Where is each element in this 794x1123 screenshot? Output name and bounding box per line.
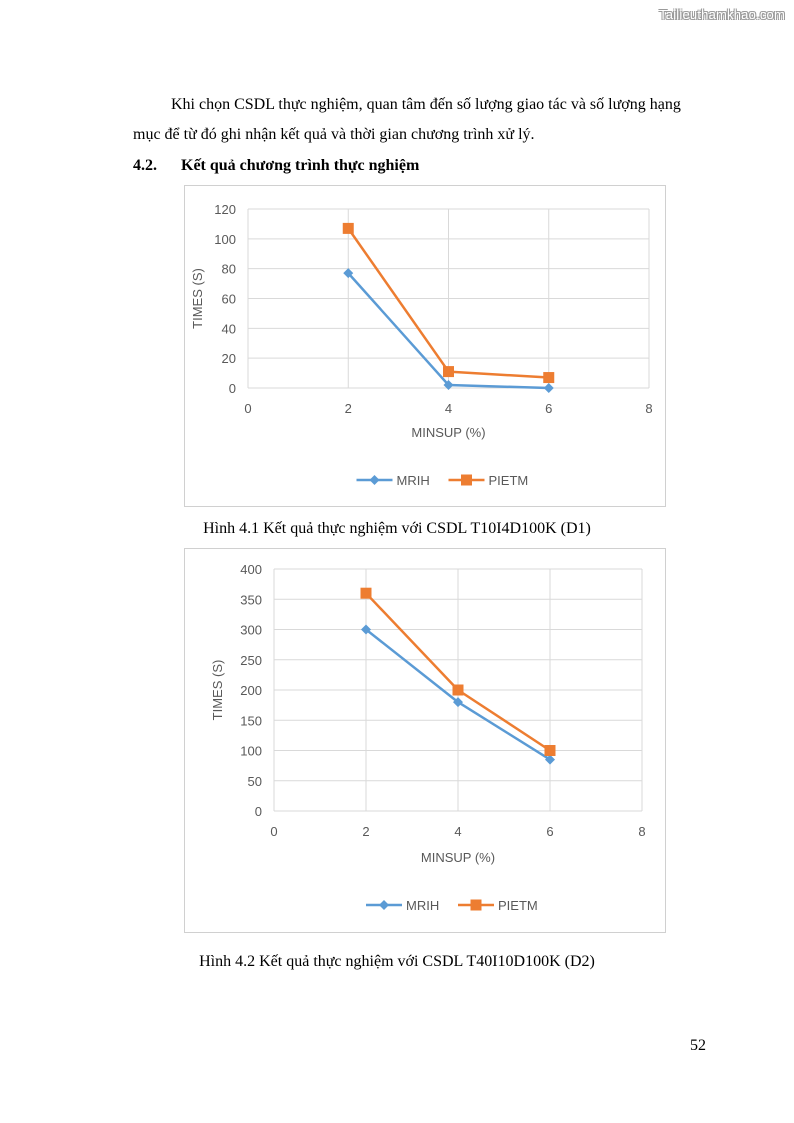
legend-pietm-marker (470, 899, 482, 911)
legend-mrih-marker (369, 475, 380, 485)
chart-figure-1: 0 20 40 60 80 100 120 0 2 4 6 8 MINSUP (%) TIMES (S) M… (184, 185, 666, 507)
chart-2-x-axis-title: MINSUP (%) (421, 850, 495, 865)
chart-2-ytick-label: 150 (240, 713, 262, 728)
paragraph-text-1: Khi chọn CSDL thực nghiệm, quan tâm đến … (171, 96, 681, 113)
legend-mrih-marker (379, 900, 389, 910)
legend-pietm-label: PIETM (498, 898, 538, 913)
chart-2-series-pietm-point (452, 684, 464, 696)
section-number: 4.2. (133, 157, 157, 174)
chart-2-svg: 0 50 100 150 200 250 300 350 400 0 2 4 6 8 MINSUP (%) T… (210, 562, 646, 913)
chart-2-xtick-label: 6 (546, 824, 553, 839)
legend-mrih-label: MRIH (406, 898, 439, 913)
chart-2-xtick-label: 2 (362, 824, 369, 839)
page-number: 52 (690, 1037, 706, 1054)
chart-2-ytick-label: 50 (248, 774, 262, 789)
figure-2-caption: Hình 4.2 Kết quả thực nghiệm với CSDL T4… (199, 953, 595, 970)
paragraph-line-2: mục để từ đó ghi nhận kết quả và thời gi… (133, 120, 719, 150)
chart-2-series-mrih-point (361, 624, 371, 635)
chart-1-x-axis-title: MINSUP (%) (411, 425, 485, 440)
chart-2-series-pietm-point (544, 745, 556, 756)
section-title: Kết quả chương trình thực nghiệm (181, 157, 420, 174)
chart-1-series-mrih-point (543, 383, 554, 393)
chart-1-series-mrih-point (443, 380, 454, 391)
chart-1-ytick-label: 0 (229, 381, 236, 396)
chart-2-ytick-label: 250 (240, 653, 262, 668)
chart-1-ytick-label: 40 (222, 321, 236, 336)
chart-2-ytick-label: 350 (240, 592, 262, 607)
figure-1-caption: Hình 4.1 Kết quả thực nghiệm với CSDL T1… (203, 520, 591, 537)
chart-2-series-mrih-point (545, 754, 555, 765)
chart-1-series-pietm-point (342, 222, 354, 234)
chart-2-ytick-label: 300 (240, 623, 262, 638)
chart-2-xtick-label: 8 (638, 824, 645, 839)
chart-1-y-axis-title: TIMES (S) (190, 268, 205, 329)
chart-1-series-pietm-point (543, 372, 555, 384)
chart-figure-2: 0 50 100 150 200 250 300 350 400 0 2 4 6 8 MINSUP (%) T… (184, 548, 666, 933)
watermark: Tailieuthamkhao.com (659, 7, 785, 22)
chart-2-series-mrih-point (453, 697, 463, 708)
chart-2-ytick-label: 400 (240, 562, 262, 577)
chart-1-xtick-label: 2 (345, 401, 352, 416)
chart-1-ytick-label: 60 (222, 292, 236, 307)
chart-2-xtick-label: 4 (454, 824, 461, 839)
chart-1-series-pietm-point (443, 366, 454, 378)
chart-1-ytick-label: 100 (214, 232, 236, 247)
chart-2-ytick-label: 100 (240, 744, 262, 759)
legend-pietm-marker (461, 474, 472, 486)
chart-1-ytick-label: 20 (222, 351, 236, 366)
chart-2-xtick-label: 0 (270, 824, 277, 839)
legend-mrih-label: MRIH (397, 473, 430, 488)
chart-1-xtick-label: 6 (545, 401, 552, 416)
legend-pietm-label: PIETM (489, 473, 529, 488)
chart-1-xtick-label: 0 (244, 401, 251, 416)
chart-1-svg: 0 20 40 60 80 100 120 0 2 4 6 8 MINSUP (%) TIMES (S) M… (190, 202, 653, 488)
section-heading: 4.2. Kết quả chương trình thực nghiệm (133, 152, 419, 180)
chart-1-ytick-label: 80 (222, 262, 236, 277)
paragraph-text-2: mục để từ đó ghi nhận kết quả và thời gi… (133, 126, 535, 143)
chart-2-y-axis-title: TIMES (S) (210, 660, 225, 721)
chart-1-xtick-label: 8 (645, 401, 652, 416)
chart-1-series-mrih-point (343, 268, 354, 279)
chart-1-ytick-label: 120 (214, 202, 236, 217)
paragraph-line-1: Khi chọn CSDL thực nghiệm, quan tâm đến … (133, 90, 719, 120)
chart-2-series-pietm-point (360, 587, 372, 599)
chart-2-ytick-label: 200 (240, 683, 262, 698)
chart-1-xtick-label: 4 (445, 401, 452, 416)
chart-2-ytick-label: 0 (255, 804, 262, 819)
